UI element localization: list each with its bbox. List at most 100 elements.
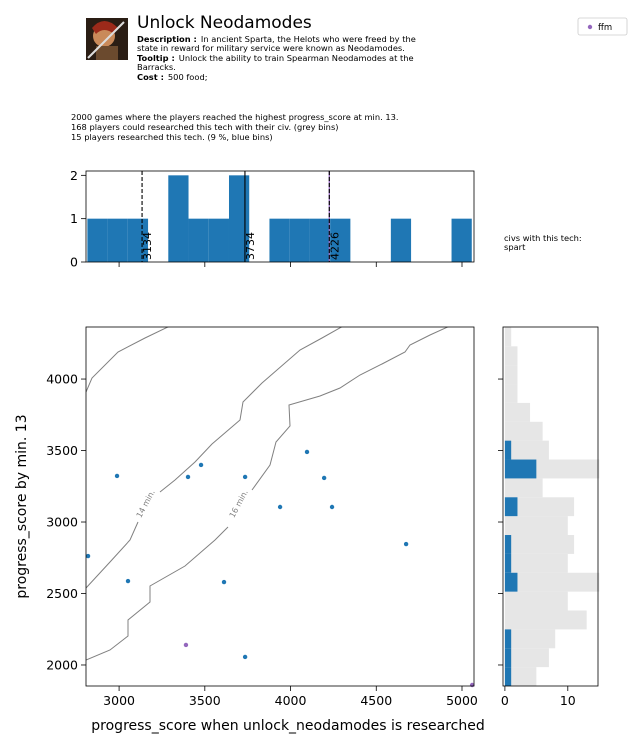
stats-line: 15 players researched this tech. (9 %, b… [71,132,273,142]
point [304,449,310,455]
point [403,541,409,547]
point [198,462,204,468]
point [221,579,227,585]
stats-line: 2000 games where the players reached the… [71,112,399,122]
description-line: state in reward for military service wer… [137,43,405,53]
bar [504,384,518,403]
contour-line [86,327,449,661]
legend-frame [577,17,628,36]
point [277,504,283,510]
bar [504,440,549,460]
bar [504,591,568,611]
bar [504,667,537,686]
bar [504,629,556,649]
point [242,654,248,660]
bar [504,497,518,517]
axes-frame [85,326,475,687]
marker-label: 3134 [141,232,154,260]
x-tick-label: 4000 [275,693,307,708]
cost-label: Cost : [137,72,164,82]
bar [504,478,543,498]
bar [451,218,472,262]
title: Unlock Neodamodes [137,13,312,33]
legend-label: ffm [598,23,612,33]
bar [504,553,512,573]
bar [504,610,587,630]
marker-label: 3734 [244,232,257,260]
tech-icon [86,18,128,60]
bar [127,218,149,262]
y-tick-label: 2500 [46,586,78,601]
x-axis-label: progress_score when unlock_neodamodes is… [91,718,484,734]
bar [504,535,575,554]
bar [390,218,412,262]
bar [504,648,512,668]
bar [504,629,512,649]
y-tick-label: 0 [70,255,78,270]
y-axis-label: progress_score by min. 13 [14,414,30,598]
bar [269,218,290,262]
bar [504,440,512,460]
axes-frame [85,170,475,263]
bar [107,218,128,262]
bar [504,572,518,592]
x-tick-label: 0 [501,693,509,708]
bar [504,421,543,441]
tooltip-line: Barracks. [137,62,176,72]
description-line: In ancient Sparta, the Helots who were f… [201,34,416,44]
point [242,474,248,480]
x-tick-label: 10 [560,693,576,708]
bar [504,459,537,479]
point [185,474,191,480]
bar [504,572,600,592]
axes-frame [502,326,599,687]
bar [330,218,351,262]
marker-label: 4226 [328,232,341,260]
y-tick-label: 3000 [46,515,78,530]
contour-line [86,327,169,393]
bar [504,648,549,668]
cost: Cost : 500 food; [137,72,208,82]
point [125,578,131,584]
bar [504,553,568,573]
point [114,473,120,479]
tooltip-label: Tooltip : [137,53,175,63]
description-label: Description : [137,34,197,44]
point [321,475,327,481]
tooltip-line: Unlock the ability to train Spearman Neo… [179,53,414,63]
bar [289,218,310,262]
bar [504,667,512,686]
civs-name: spart [504,242,526,252]
tooltip: Tooltip : Unlock the ability to train Spe… [137,53,414,63]
y-tick-label: 3500 [46,443,78,458]
x-tick-label: 3000 [103,693,135,708]
description: Description : In ancient Sparta, the Helo… [137,34,416,44]
y-tick-label: 4000 [46,372,78,387]
bar [504,497,575,517]
bar [504,327,512,347]
bar [228,175,250,262]
contour-line [86,327,343,589]
y-tick-label: 2 [70,168,78,183]
contour-label: 16 min. [228,488,250,519]
bar [188,218,209,262]
x-tick-label: 5000 [446,693,478,708]
contour-label: 14 min. [135,488,157,519]
bar [208,218,229,262]
bar [504,535,512,554]
legend-marker [587,24,593,30]
y-tick-label: 2000 [46,657,78,672]
stats-line: 168 players could researched this tech w… [71,122,339,132]
legend: ffm [577,17,628,36]
point [183,642,189,648]
bar [309,218,331,262]
civs-label: civs with this tech: [504,233,582,243]
bar [504,365,518,385]
bar [87,218,108,262]
bar [168,175,189,262]
cost-value: 500 food; [168,72,208,82]
point [329,504,335,510]
x-tick-label: 3500 [189,693,221,708]
contours [86,327,449,661]
